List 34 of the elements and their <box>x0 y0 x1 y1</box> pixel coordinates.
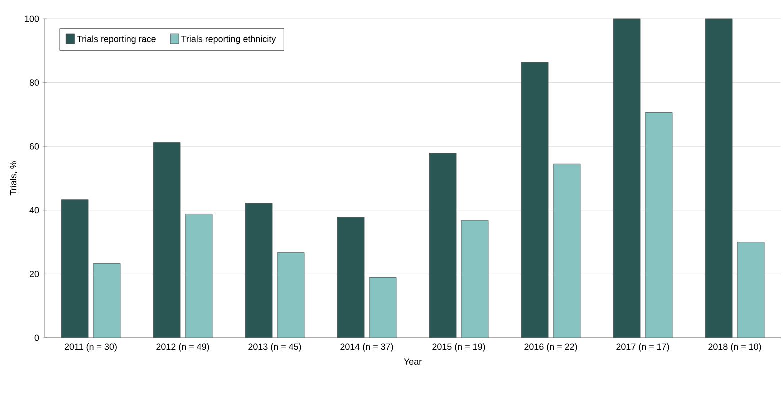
legend-label: Trials reporting race <box>77 36 156 44</box>
x-tick-label: 2013 (n = 45) <box>248 344 302 352</box>
bar <box>369 277 397 338</box>
bar <box>93 263 121 338</box>
bar <box>185 214 213 338</box>
bar <box>705 18 733 338</box>
x-axis-title: Year <box>404 358 422 365</box>
bar <box>277 252 305 338</box>
x-tick-label: 2017 (n = 17) <box>616 344 670 352</box>
y-tick-label: 0 <box>34 334 40 342</box>
bar <box>429 153 457 338</box>
x-tick-label: 2018 (n = 10) <box>708 344 762 352</box>
bar <box>553 164 581 338</box>
y-tick-label: 60 <box>30 143 40 150</box>
x-tick-label: 2016 (n = 22) <box>524 344 578 352</box>
x-tick-label: 2014 (n = 37) <box>340 344 394 352</box>
legend-label: Trials reporting ethnicity <box>182 36 276 44</box>
y-tick-label: 20 <box>30 271 40 278</box>
y-axis-title: Trials, % <box>10 162 18 196</box>
bar <box>61 200 89 338</box>
x-tick-label: 2011 (n = 30) <box>64 344 117 352</box>
y-tick-label: 100 <box>25 16 40 22</box>
bar <box>245 203 273 338</box>
bar <box>461 220 489 338</box>
bar <box>337 217 365 338</box>
y-tick-label: 80 <box>30 80 40 86</box>
x-tick-label: 2012 (n = 49) <box>156 344 210 352</box>
x-tick-label: 2015 (n = 19) <box>432 344 486 352</box>
bar <box>521 62 549 338</box>
bar <box>153 142 181 338</box>
bar <box>645 112 673 338</box>
y-tick-label: 40 <box>30 207 40 214</box>
bar <box>737 242 765 338</box>
bar <box>613 18 641 338</box>
